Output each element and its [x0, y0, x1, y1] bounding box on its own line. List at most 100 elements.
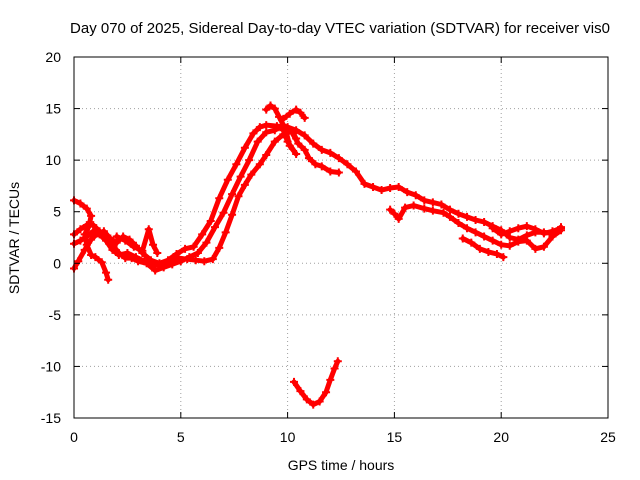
data-point — [300, 145, 309, 154]
plot-frame — [73, 56, 609, 419]
x-axis-label: GPS time / hours — [288, 457, 395, 473]
data-point — [514, 224, 523, 233]
data-point — [287, 127, 296, 136]
data-point — [240, 180, 249, 189]
data-point — [428, 198, 437, 207]
data-point — [193, 248, 202, 257]
x-tick-label: 0 — [70, 429, 78, 445]
data-point — [206, 216, 215, 225]
data-point — [275, 112, 284, 121]
data-point — [245, 156, 254, 165]
data-point — [480, 218, 489, 227]
y-tick-label: 0 — [53, 255, 61, 271]
data-point — [240, 143, 249, 152]
data-point — [292, 134, 301, 143]
data-point — [322, 388, 331, 397]
data-point — [463, 224, 472, 233]
data-point — [480, 232, 489, 241]
data-point — [315, 397, 324, 406]
data-point — [202, 238, 211, 247]
data-point — [420, 204, 429, 213]
data-point — [249, 129, 258, 138]
data-point — [531, 244, 540, 253]
series-trace-10 — [112, 225, 162, 257]
data-point — [87, 251, 96, 260]
data-point — [309, 139, 318, 148]
data-point — [191, 256, 200, 265]
series-trace-5 — [262, 101, 301, 158]
data-point — [228, 210, 237, 219]
data-point — [475, 244, 484, 253]
data-point — [505, 241, 514, 250]
data-point — [333, 357, 342, 366]
y-tick-label: 5 — [53, 204, 61, 220]
data-point — [390, 209, 399, 218]
data-point — [112, 232, 121, 241]
data-point — [409, 201, 418, 210]
data-point — [144, 225, 153, 234]
data-point — [484, 247, 493, 256]
data-point — [285, 141, 294, 150]
data-point — [499, 253, 508, 262]
data-point — [198, 230, 207, 239]
data-point — [309, 400, 318, 409]
data-point — [394, 214, 403, 223]
data-point — [166, 257, 175, 266]
data-point — [149, 240, 158, 249]
data-point — [386, 183, 395, 192]
data-point — [87, 211, 96, 220]
x-tick-label: 5 — [177, 429, 185, 445]
data-point — [428, 206, 437, 215]
data-point — [458, 234, 467, 243]
data-point — [108, 245, 117, 254]
y-tick-label: 10 — [45, 152, 61, 168]
series-trace-11 — [290, 357, 342, 409]
data-point — [266, 101, 275, 110]
data-point — [123, 248, 132, 257]
data-point — [236, 172, 245, 181]
series-trace — [387, 203, 564, 252]
data-point — [208, 255, 217, 264]
data-point — [497, 240, 506, 249]
data-point — [102, 268, 111, 277]
data-point — [140, 257, 149, 266]
data-point — [300, 131, 309, 140]
data-point — [351, 167, 360, 176]
data-point — [232, 160, 241, 169]
data-point — [153, 248, 162, 257]
data-point — [439, 208, 448, 217]
data-point — [522, 236, 531, 245]
data-point — [454, 209, 463, 218]
series-layer — [70, 101, 566, 409]
data-point — [215, 243, 224, 252]
data-point — [215, 194, 224, 203]
series-trace-4 — [70, 127, 301, 270]
data-point — [420, 196, 429, 205]
data-point — [157, 260, 166, 269]
data-point — [492, 250, 501, 259]
data-point — [210, 223, 219, 232]
y-axis-label: SDTVAR / TECUs — [6, 182, 22, 294]
data-point — [360, 179, 369, 188]
data-point — [403, 188, 412, 197]
x-tick-labels: 0 5 10 15 20 25 — [70, 429, 616, 445]
y-tick-label: -15 — [41, 410, 61, 426]
data-point — [283, 137, 292, 146]
data-point — [292, 105, 301, 114]
data-point — [129, 242, 138, 251]
data-point — [91, 253, 100, 262]
data-point — [114, 251, 123, 260]
data-point — [80, 245, 89, 254]
data-point — [445, 212, 454, 221]
data-point — [300, 113, 309, 122]
data-point — [531, 225, 540, 234]
series-trace-6 — [279, 105, 309, 123]
data-point — [138, 246, 147, 255]
data-point — [104, 275, 113, 284]
data-point — [174, 254, 183, 263]
series-trace-9 — [488, 222, 566, 239]
data-point — [296, 108, 305, 117]
data-point — [522, 222, 531, 231]
data-point — [548, 227, 557, 236]
data-point — [326, 167, 335, 176]
